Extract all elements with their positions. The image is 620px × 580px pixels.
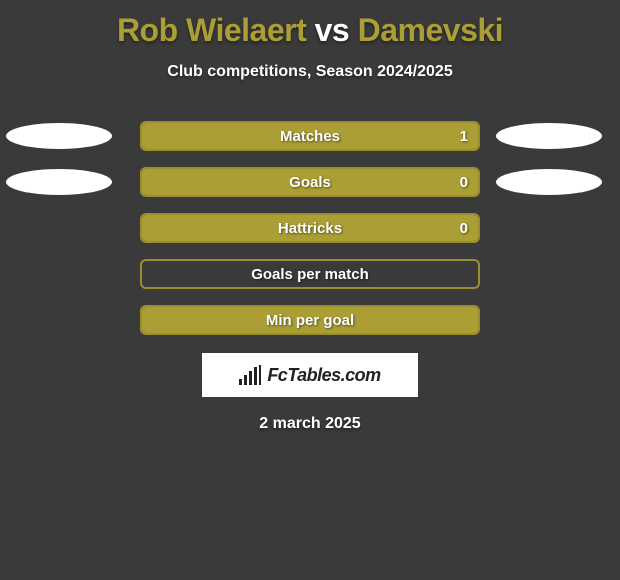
stat-label: Hattricks <box>278 220 342 237</box>
vs-text: vs <box>315 12 350 48</box>
stat-row: Matches 1 <box>0 121 620 151</box>
stat-value-right: 0 <box>460 174 468 191</box>
subtitle: Club competitions, Season 2024/2025 <box>0 63 620 81</box>
stat-bar: Hattricks 0 <box>140 213 480 243</box>
brand-badge: FcTables.com <box>202 353 418 397</box>
stat-row: Goals 0 <box>0 167 620 197</box>
stat-rows: Matches 1 Goals 0 Hattricks 0 Goals per match M… <box>0 121 620 335</box>
stat-label: Matches <box>280 128 340 145</box>
right-ellipse <box>496 169 602 195</box>
stat-bar: Goals per match <box>140 259 480 289</box>
stat-row: Goals per match <box>0 259 620 289</box>
player1-name: Rob Wielaert <box>117 12 306 48</box>
left-ellipse <box>6 169 112 195</box>
stat-bar: Min per goal <box>140 305 480 335</box>
stat-label: Min per goal <box>266 312 354 329</box>
stat-bar: Matches 1 <box>140 121 480 151</box>
player2-name: Damevski <box>358 12 503 48</box>
stat-row: Min per goal <box>0 305 620 335</box>
date-text: 2 march 2025 <box>0 415 620 433</box>
stat-label: Goals <box>289 174 331 191</box>
chart-icon <box>239 365 261 385</box>
stat-bar: Goals 0 <box>140 167 480 197</box>
page-title: Rob Wielaert vs Damevski <box>0 0 620 49</box>
left-ellipse <box>6 123 112 149</box>
stat-label: Goals per match <box>251 266 369 283</box>
right-ellipse <box>496 123 602 149</box>
brand-text: FcTables.com <box>267 365 380 386</box>
stat-value-right: 0 <box>460 220 468 237</box>
stat-value-right: 1 <box>460 128 468 145</box>
stat-row: Hattricks 0 <box>0 213 620 243</box>
